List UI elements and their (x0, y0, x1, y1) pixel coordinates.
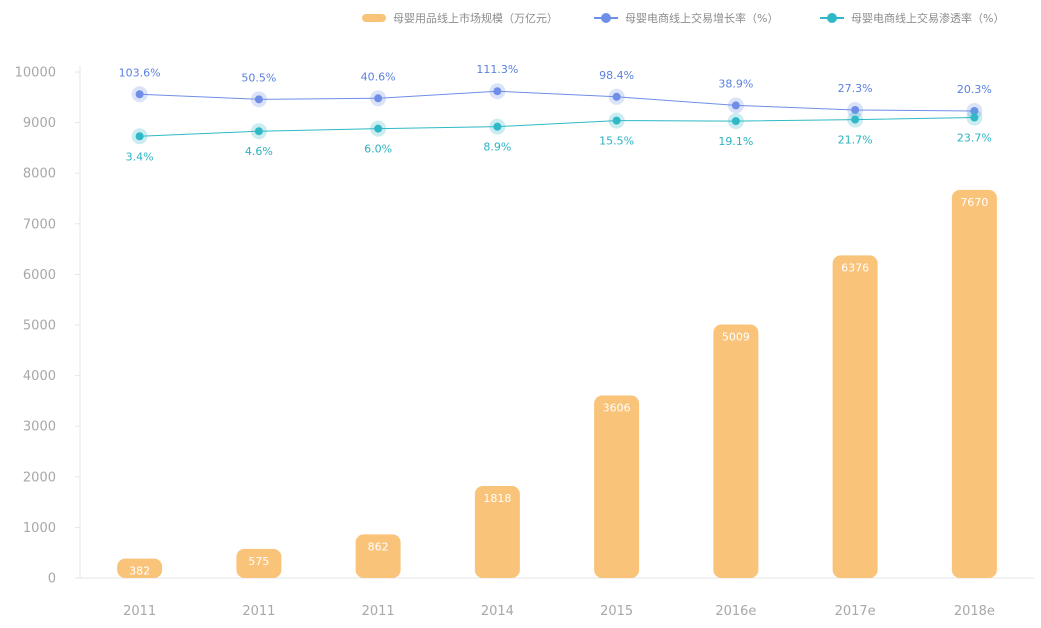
penetration-rate-value-label: 6.0% (364, 143, 392, 156)
bar-value-label: 3606 (603, 402, 631, 415)
bar-value-label: 382 (129, 565, 150, 578)
y-tick-label: 7000 (23, 217, 56, 232)
penetration-rate-point (970, 113, 979, 122)
x-axis: 2011 2011 2011 2014 2015 2016e 2017e 2018e (80, 577, 1034, 619)
growth-rate-value-label: 20.3% (957, 83, 992, 96)
y-tick-label: 1000 (23, 521, 56, 536)
x-tick-label: 2016e (715, 604, 756, 619)
y-tick-label: 10000 (15, 66, 56, 81)
penetration-rate-value-label: 19.1% (718, 135, 753, 148)
y-axis: 0 1000 2000 3000 4000 5000 6000 7000 8000 9000 100… (15, 66, 81, 587)
penetration-rate-point (851, 115, 860, 124)
growth-rate-value-label: 38.9% (718, 77, 753, 90)
penetration-rate-value-label: 3.4% (126, 150, 154, 163)
growth-rate-point (612, 92, 621, 101)
growth-rate-point (374, 94, 383, 103)
bar (713, 324, 759, 578)
penetration-rate-point (374, 124, 383, 133)
y-tick-label: 0 (48, 572, 56, 587)
penetration-rate-value-label: 15.5% (599, 135, 634, 148)
x-tick-label: 2017e (835, 604, 876, 619)
penetration-rate-value-label: 21.7% (838, 134, 873, 147)
bar-value-label: 862 (368, 540, 389, 553)
bar-series: 382 575 862 1818 3606 5009 6376 7670 (117, 189, 997, 579)
y-tick-label: 3000 (23, 420, 56, 435)
growth-rate-value-label: 40.6% (361, 70, 396, 83)
bar (355, 534, 401, 578)
bar-value-label: 6376 (841, 261, 869, 274)
growth-rate-point (254, 95, 263, 104)
x-tick-label: 2011 (242, 604, 275, 619)
x-tick-label: 2015 (600, 604, 633, 619)
growth-rate-point (851, 105, 860, 114)
penetration-rate-point (254, 127, 263, 136)
penetration-rate-line (139, 117, 975, 137)
y-tick-label: 5000 (23, 319, 56, 334)
legend-line-marker (827, 13, 837, 23)
bar (236, 548, 282, 578)
growth-rate-value-label: 50.5% (241, 71, 276, 84)
bar-value-label: 575 (248, 555, 269, 568)
penetration-rate-value-label: 8.9% (483, 141, 511, 154)
y-tick-label: 9000 (23, 116, 56, 131)
y-tick-label: 8000 (23, 167, 56, 182)
growth-rate-value-label: 98.4% (599, 69, 634, 82)
growth-rate-point (135, 90, 144, 99)
penetration-rate-point (135, 132, 144, 141)
penetration-rate-value-label: 4.6% (245, 145, 273, 158)
legend-line-marker (601, 13, 611, 23)
bar (474, 486, 520, 578)
bar-value-label: 1818 (483, 492, 511, 505)
x-tick-label: 2011 (123, 604, 156, 619)
y-tick-label: 2000 (23, 470, 56, 485)
growth-rate-point (731, 101, 740, 110)
legend-label: 母婴用品线上市场规模（万亿元） (393, 11, 558, 25)
bar (594, 395, 640, 578)
penetration-rate-value-label: 23.7% (957, 132, 992, 145)
bar-value-label: 7670 (960, 196, 988, 209)
legend-label: 母婴电商线上交易渗透率（%） (851, 11, 1004, 25)
growth-rate-value-label: 27.3% (838, 82, 873, 95)
penetration-rate-point (612, 116, 621, 125)
bar (832, 255, 878, 579)
x-tick-label: 2014 (481, 604, 514, 619)
x-tick-label: 2018e (954, 604, 995, 619)
line-series: 103.6% 50.5% 40.6% 111.3% 98.4% 38.9% 27.3% 20.… (119, 63, 992, 163)
legend-bar-swatch (362, 14, 386, 22)
y-tick-label: 6000 (23, 268, 56, 283)
y-tick-label: 4000 (23, 369, 56, 384)
bar (951, 189, 997, 578)
growth-rate-value-label: 103.6% (119, 66, 161, 79)
growth-rate-point (493, 87, 502, 96)
growth-rate-value-label: 111.3% (476, 63, 518, 76)
penetration-rate-point (731, 117, 740, 126)
bar-value-label: 5009 (722, 331, 750, 344)
legend-label: 母婴电商线上交易增长率（%） (625, 11, 778, 25)
growth-rate-line (139, 90, 975, 112)
bar (117, 558, 163, 578)
growth-rate-point (970, 106, 979, 115)
penetration-rate-point (493, 122, 502, 131)
legend: 母婴用品线上市场规模（万亿元） 母婴电商线上交易增长率（%） 母婴电商线上交易渗透率… (362, 11, 1004, 25)
x-tick-label: 2011 (362, 604, 395, 619)
